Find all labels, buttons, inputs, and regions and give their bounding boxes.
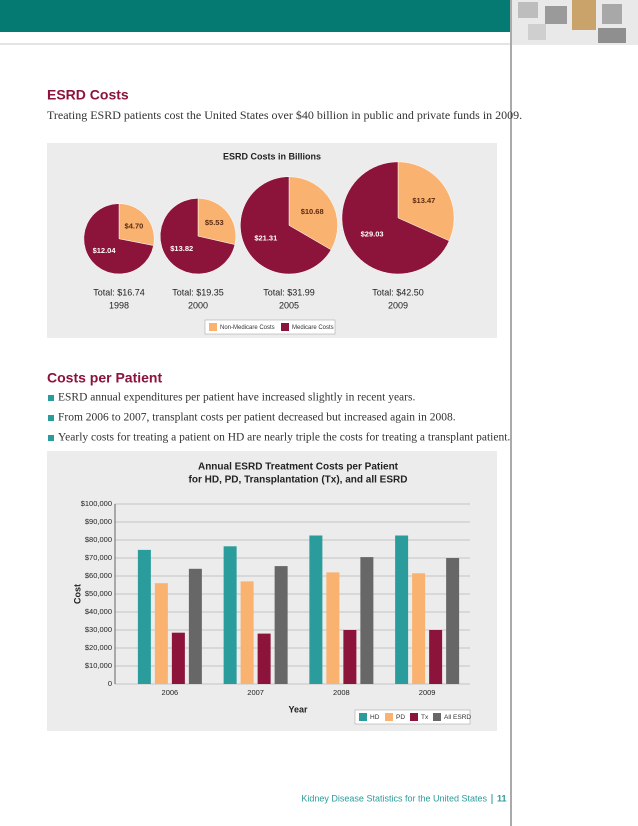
pie-slice xyxy=(83,203,154,275)
legend-swatch xyxy=(410,713,418,721)
bullet-text: Yearly costs for treating a patient on H… xyxy=(58,432,510,444)
legend-box xyxy=(204,319,336,335)
y-tick-label: $90,000 xyxy=(85,517,112,526)
y-tick-label: $20,000 xyxy=(85,643,112,652)
bullet-text: ESRD annual expenditures per patient hav… xyxy=(58,392,415,404)
bar xyxy=(360,557,374,684)
legend-label: PD xyxy=(396,714,405,721)
y-tick-label: $60,000 xyxy=(85,571,112,580)
legend-label: Medicare Costs xyxy=(292,325,334,331)
x-tick-label: 2007 xyxy=(247,688,264,697)
total-label: Total: $16.74 xyxy=(93,287,145,297)
data-label: $4.70 xyxy=(125,221,144,230)
section-title: Costs per Patient xyxy=(47,370,162,386)
legend-swatch xyxy=(281,323,289,331)
legend-swatch xyxy=(433,713,441,721)
legend-swatch xyxy=(359,713,367,721)
chart-title: ESRD Costs in Billions xyxy=(223,151,321,161)
y-axis-label: Cost xyxy=(72,584,82,604)
bar xyxy=(274,566,288,684)
chart-subtitle: for HD, PD, Transplantation (Tx), and al… xyxy=(189,475,408,486)
y-tick-label: $70,000 xyxy=(85,553,112,562)
footer-text: Kidney Disease Statistics for the United… xyxy=(301,793,487,803)
pie-slice xyxy=(397,161,455,242)
data-label: $21.31 xyxy=(254,234,277,243)
y-tick-label: $80,000 xyxy=(85,535,112,544)
bar xyxy=(326,572,340,684)
bar xyxy=(137,549,151,684)
legend-swatch xyxy=(209,323,217,331)
legend-swatch xyxy=(385,713,393,721)
bullet-text: From 2006 to 2007, transplant costs per … xyxy=(58,412,456,424)
data-label: $5.53 xyxy=(205,218,224,227)
pie-slice xyxy=(197,198,237,245)
pie-chart: ESRD Costs in Billions $4.70 $12.04 Total:… xyxy=(83,151,455,335)
x-axis-label: Year xyxy=(288,704,308,714)
bar xyxy=(257,633,271,684)
header-band xyxy=(0,0,510,32)
bullet-marker xyxy=(48,435,54,441)
bar xyxy=(171,632,185,684)
bar xyxy=(343,630,357,684)
y-tick-label: 0 xyxy=(108,679,112,688)
bullet-list: ESRD annual expenditures per patient hav… xyxy=(48,392,510,444)
legend-label: All ESRD xyxy=(444,714,471,721)
total-label: Total: $19.35 xyxy=(172,287,224,297)
page-number: 11 xyxy=(497,793,507,803)
bar xyxy=(395,535,409,684)
pie-slice xyxy=(240,176,332,275)
pie-slice xyxy=(159,198,236,275)
bar xyxy=(309,535,323,684)
bullet-marker xyxy=(48,395,54,401)
bar xyxy=(188,568,202,684)
bar xyxy=(446,558,460,684)
data-label: $12.04 xyxy=(93,246,117,255)
bar xyxy=(154,583,168,684)
x-tick-label: 2009 xyxy=(419,688,436,697)
chart-title: Annual ESRD Treatment Costs per Patient xyxy=(198,462,399,473)
data-label: $10.68 xyxy=(301,207,324,216)
y-tick-label: $10,000 xyxy=(85,661,112,670)
pie-slice xyxy=(118,203,155,246)
data-label: $13.82 xyxy=(170,244,193,253)
header-image xyxy=(512,0,638,45)
legend-label: Non-Medicare Costs xyxy=(220,325,275,331)
data-label: $13.47 xyxy=(412,196,435,205)
pie-slice xyxy=(288,176,338,251)
y-tick-label: $40,000 xyxy=(85,607,112,616)
bar xyxy=(240,581,254,684)
bar-chart: Annual ESRD Treatment Costs per Patient … xyxy=(72,462,471,725)
category-label: 2009 xyxy=(388,300,408,310)
total-label: Total: $31.99 xyxy=(263,287,315,297)
section-title: ESRD Costs xyxy=(47,87,129,103)
pie-slice xyxy=(341,161,450,275)
y-tick-label: $50,000 xyxy=(85,589,112,598)
section-text: Treating ESRD patients cost the United S… xyxy=(47,108,522,122)
category-label: 2005 xyxy=(279,300,299,310)
legend-label: HD xyxy=(370,714,380,721)
legend-label: Tx xyxy=(421,714,429,721)
bar xyxy=(429,630,443,684)
y-tick-label: $100,000 xyxy=(81,499,112,508)
y-tick-label: $30,000 xyxy=(85,625,112,634)
data-label: $29.03 xyxy=(361,230,384,239)
category-label: 2000 xyxy=(188,300,208,310)
total-label: Total: $42.50 xyxy=(372,287,424,297)
bar xyxy=(412,573,426,684)
category-label: 1998 xyxy=(109,300,129,310)
x-tick-label: 2008 xyxy=(333,688,350,697)
bar xyxy=(223,546,237,684)
bullet-marker xyxy=(48,415,54,421)
x-tick-label: 2006 xyxy=(162,688,179,697)
